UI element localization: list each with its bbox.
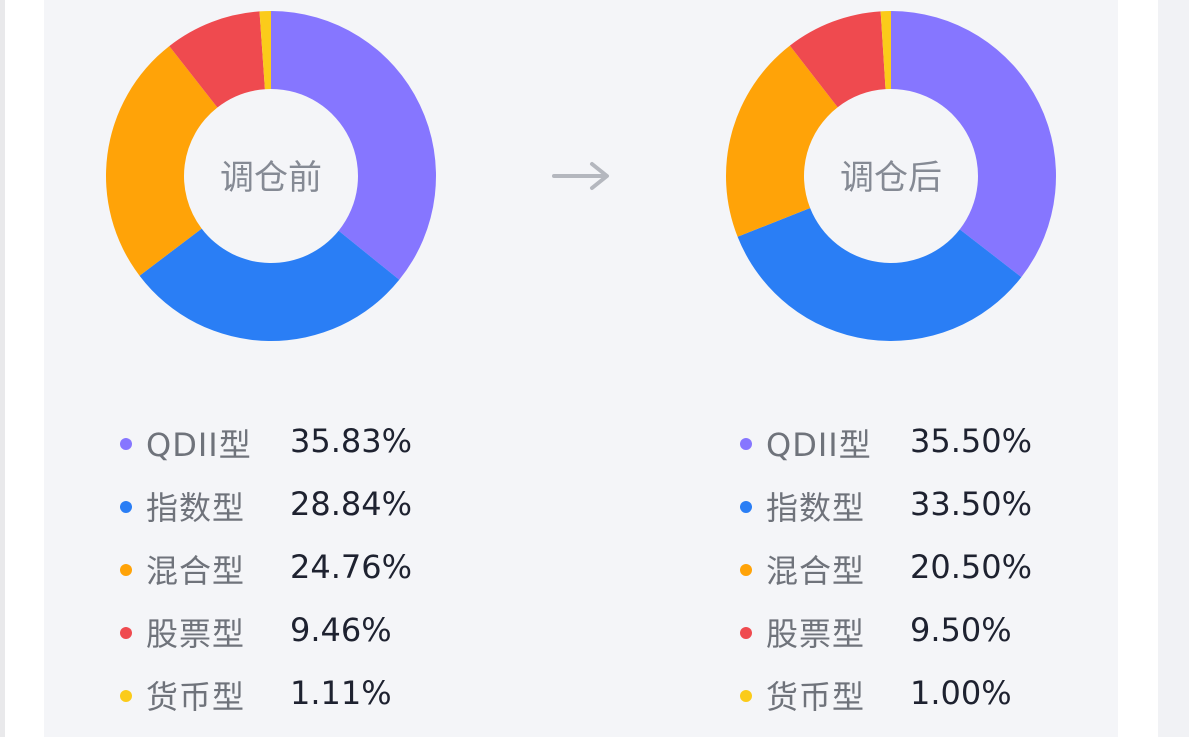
legend-value: 35.83%	[290, 422, 413, 460]
legend-item: 指数型 33.50%	[740, 475, 1160, 538]
donut-slice-货币型	[880, 11, 891, 90]
legend-label: 混合型	[766, 552, 866, 590]
legend-dot	[740, 690, 752, 702]
legend-dot	[120, 501, 132, 513]
legend-value: 20.50%	[910, 548, 1033, 586]
legend-dot	[120, 627, 132, 639]
allocation-card	[44, 0, 1118, 737]
legend-value: 1.00%	[910, 674, 1012, 712]
legend-value: 24.76%	[290, 548, 413, 586]
legend-label: QDII型	[146, 426, 252, 464]
right-arrow-icon	[552, 162, 609, 190]
donut-slice-股票型	[789, 11, 886, 108]
donut-slice-混合型	[106, 46, 218, 276]
legend-label: QDII型	[766, 426, 872, 464]
donut-slice-指数型	[737, 208, 1022, 341]
legend-item: 混合型 20.50%	[740, 538, 1160, 601]
legend-dot	[740, 627, 752, 639]
legend-dot	[740, 564, 752, 576]
legend-value: 35.50%	[910, 422, 1033, 460]
donut-chart-before: 调仓前	[106, 11, 436, 341]
legend-label: 指数型	[146, 489, 246, 527]
donut-slices-after	[726, 11, 1056, 341]
donut-slice-QDII型	[271, 11, 436, 280]
legend-value: 9.50%	[910, 611, 1012, 649]
legend-after: QDII型 35.50% 指数型 33.50% 混合型 20.50% 股票型 9…	[740, 412, 1160, 727]
chart-before: 调仓前	[90, 0, 450, 737]
legend-dot	[740, 501, 752, 513]
legend-dot	[120, 438, 132, 450]
donut-slices-before	[106, 11, 436, 341]
legend-label: 货币型	[146, 678, 246, 716]
legend-label: 货币型	[766, 678, 866, 716]
legend-before: QDII型 35.83% 指数型 28.84% 混合型 24.76% 股票型 9…	[120, 412, 540, 727]
center-label-after: 调仓后	[840, 158, 942, 198]
legend-item: 混合型 24.76%	[120, 538, 540, 601]
legend-value: 28.84%	[290, 485, 413, 523]
legend-item: 股票型 9.50%	[740, 601, 1160, 664]
legend-value: 1.11%	[290, 674, 392, 712]
donut-slice-货币型	[259, 11, 271, 90]
legend-label: 股票型	[766, 615, 866, 653]
legend-item: QDII型 35.50%	[740, 412, 1160, 475]
chart-after: 调仓后	[710, 0, 1070, 737]
legend-item: 指数型 28.84%	[120, 475, 540, 538]
donut-slice-QDII型	[891, 11, 1056, 278]
legend-item: 股票型 9.46%	[120, 601, 540, 664]
center-label-before: 调仓前	[220, 158, 322, 198]
left-edge	[0, 0, 5, 737]
donut-slice-混合型	[726, 45, 838, 237]
legend-label: 混合型	[146, 552, 246, 590]
donut-slice-指数型	[139, 228, 400, 341]
legend-dot	[120, 564, 132, 576]
legend-label: 指数型	[766, 489, 866, 527]
legend-value: 9.46%	[290, 611, 392, 649]
legend-item: 货币型 1.00%	[740, 664, 1160, 727]
legend-value: 33.50%	[910, 485, 1033, 523]
right-edge	[1158, 0, 1189, 737]
right-gutter	[1118, 0, 1158, 737]
donut-slice-股票型	[169, 11, 265, 108]
legend-dot	[120, 690, 132, 702]
donut-chart-after: 调仓后	[726, 11, 1056, 341]
legend-item: QDII型 35.83%	[120, 412, 540, 475]
legend-label: 股票型	[146, 615, 246, 653]
left-gutter	[5, 0, 44, 737]
legend-dot	[740, 438, 752, 450]
legend-item: 货币型 1.11%	[120, 664, 540, 727]
